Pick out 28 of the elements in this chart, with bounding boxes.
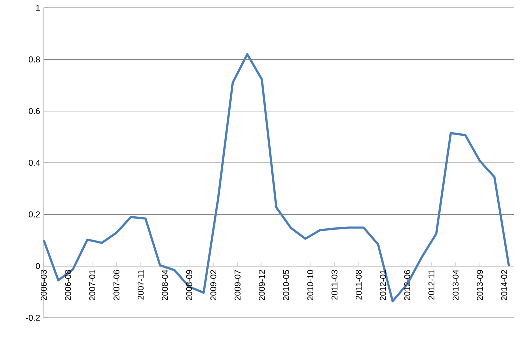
x-tick-label: 2007-06: [114, 270, 120, 301]
x-tick-label: 2011-08: [356, 270, 362, 300]
y-tick-label: -0.2: [26, 315, 40, 321]
x-tick-label: 2009-12: [259, 270, 266, 301]
x-tick-label: 2012-01: [380, 270, 386, 301]
x-tick-label: 2012-06: [404, 270, 410, 301]
y-tick-label: 0.8: [29, 56, 40, 63]
y-tick-label: 1: [36, 5, 40, 11]
line-series: [42, 53, 510, 303]
x-tick-label: 2010-10: [308, 270, 314, 301]
x-tick-label: 2009-02: [210, 270, 217, 301]
x-tick-label: 2013-09: [477, 270, 484, 301]
x-tick-label: 2012-11: [428, 270, 435, 300]
x-tick-label: 2009-07: [234, 270, 241, 301]
x-tick-label: 2014-02: [501, 270, 508, 301]
x-tick-label: 2013-04: [452, 270, 459, 301]
y-tick-label: 0.4: [29, 160, 40, 166]
x-tick-label: 2006-08: [65, 270, 72, 301]
x-tick-label: 2010-05: [283, 270, 290, 301]
x-tick-label: 2007-11: [138, 270, 144, 300]
x-tick-label: 2011-03: [332, 270, 338, 300]
y-tick-label: 0: [36, 263, 40, 270]
x-tick-label: 2006-03: [41, 270, 47, 301]
x-tick-label: 2007-01: [89, 270, 96, 301]
y-tick-label: 0.2: [29, 212, 40, 218]
x-tick-label: 2008-04: [162, 270, 168, 301]
x-tick-label: 2008-09: [186, 270, 192, 301]
y-tick-label: 0.6: [29, 108, 40, 114]
